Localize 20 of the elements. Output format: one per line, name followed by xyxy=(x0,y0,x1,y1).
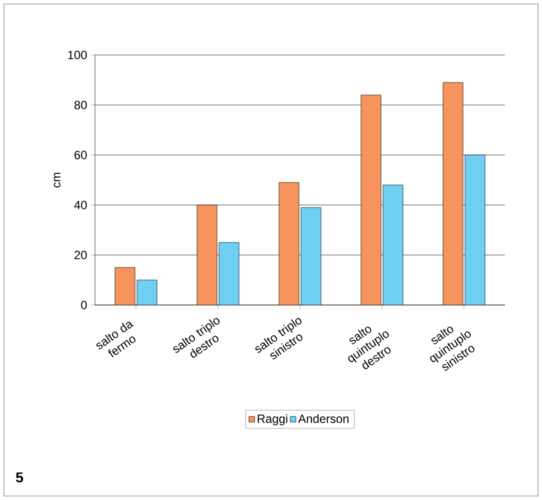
bar xyxy=(382,184,404,305)
y-tick-label: 100 xyxy=(68,50,87,60)
y-tick-label: 0 xyxy=(81,300,87,310)
y-axis-title: cm xyxy=(54,172,60,188)
y-tick-label: 80 xyxy=(74,100,87,110)
bar xyxy=(196,204,218,305)
y-tick-label: 60 xyxy=(74,150,87,160)
text: 5 xyxy=(16,472,24,482)
bar xyxy=(136,280,158,305)
y-tick-label: 20 xyxy=(74,250,87,260)
legend-label: Raggi xyxy=(258,414,288,426)
y-tick-label: 40 xyxy=(74,200,87,210)
bar xyxy=(300,207,322,305)
bar xyxy=(218,242,240,305)
bar xyxy=(114,267,136,305)
bar xyxy=(464,154,486,305)
bar xyxy=(360,94,382,305)
bar xyxy=(278,182,300,305)
bar xyxy=(442,82,464,305)
legend-label: Anderson xyxy=(298,414,348,423)
